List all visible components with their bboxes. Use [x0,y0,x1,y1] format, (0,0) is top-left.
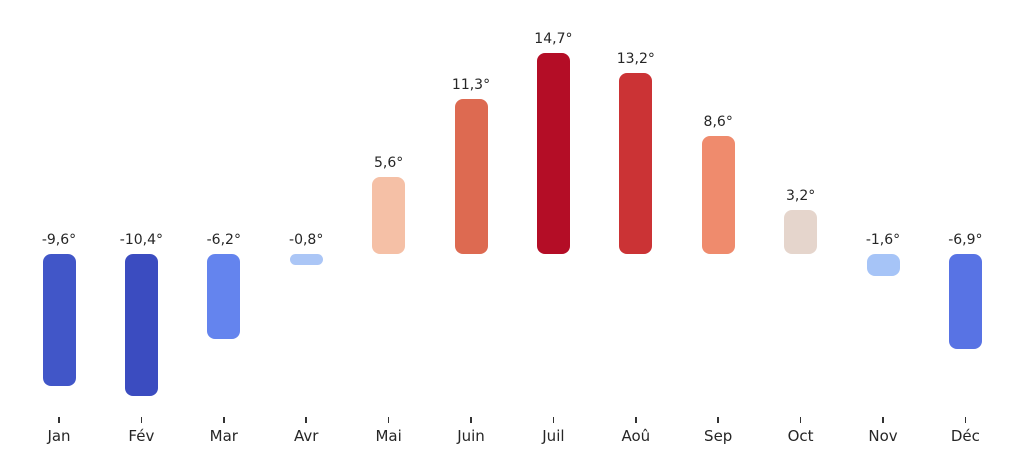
x-axis-tick-jan [58,417,60,423]
bar-juil [536,52,570,254]
x-axis-tick-fev [140,417,143,423]
x-axis-label-mai: Mai [375,427,402,445]
bar-dec [948,254,982,349]
bar-nov [866,254,900,276]
value-label-juil: 14,7° [534,30,573,47]
x-axis-label-sep: Sep [704,427,733,445]
bar-mai [372,177,406,254]
value-label-mar: -6,2° [206,232,241,248]
x-axis-tick-avr [305,417,307,423]
x-axis-tick-mar [223,417,225,423]
x-axis-label-aou: Aoû [621,427,651,445]
x-axis-label-mar: Mar [209,427,238,445]
x-axis-label-fev: Fév [128,427,155,445]
x-axis-tick-oct [799,417,802,423]
bar-avr [289,254,323,265]
value-label-oct: 3,2° [785,188,816,205]
x-axis-label-juil: Juil [542,427,565,445]
x-axis-label-avr: Avr [293,427,319,445]
bar-mar [207,254,241,339]
value-label-nov: -1,6° [865,232,901,248]
bar-aou [619,73,653,254]
value-label-fev: -10,4° [119,232,164,248]
bar-sep [701,136,735,254]
x-axis-label-oct: Oct [787,427,814,445]
value-label-mai: 5,6° [373,155,404,172]
value-label-aou: 13,2° [616,51,655,68]
value-label-avr: -0,8° [289,232,324,248]
value-label-dec: -6,9° [948,232,983,248]
x-axis-tick-sep [717,417,719,423]
x-axis-tick-aou [635,417,637,423]
bar-jan [42,254,76,386]
x-axis-tick-nov [882,417,884,423]
bar-fev [124,254,158,397]
value-label-jan: -9,6° [41,232,77,248]
x-axis-label-nov: Nov [868,427,898,445]
x-axis-tick-dec [964,417,967,423]
value-label-juin: 11,3° [451,77,491,94]
x-axis-label-dec: Déc [950,427,980,445]
x-axis-tick-mai [387,417,390,423]
x-axis-label-juin: Juin [457,427,485,445]
value-label-sep: 8,6° [703,114,733,131]
x-axis-label-jan: Jan [47,427,71,445]
x-axis-tick-juin [470,417,472,423]
bar-oct [784,210,818,254]
x-axis-tick-juil [552,417,555,423]
bar-juin [454,99,488,254]
